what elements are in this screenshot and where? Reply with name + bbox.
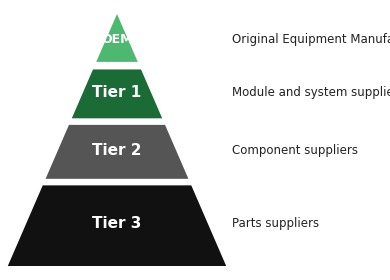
Text: OEM: OEM xyxy=(101,33,133,46)
Polygon shape xyxy=(72,69,162,118)
Text: Component suppliers: Component suppliers xyxy=(232,144,358,157)
Polygon shape xyxy=(96,14,138,62)
Text: Tier 1: Tier 1 xyxy=(92,85,142,100)
Polygon shape xyxy=(46,125,188,179)
Polygon shape xyxy=(8,185,226,266)
Text: Parts suppliers: Parts suppliers xyxy=(232,217,319,230)
Text: Tier 3: Tier 3 xyxy=(92,216,142,231)
Text: Tier 2: Tier 2 xyxy=(92,143,142,158)
Text: Module and system suppliers: Module and system suppliers xyxy=(232,86,390,99)
Text: Original Equipment Manufacturer: Original Equipment Manufacturer xyxy=(232,33,390,46)
